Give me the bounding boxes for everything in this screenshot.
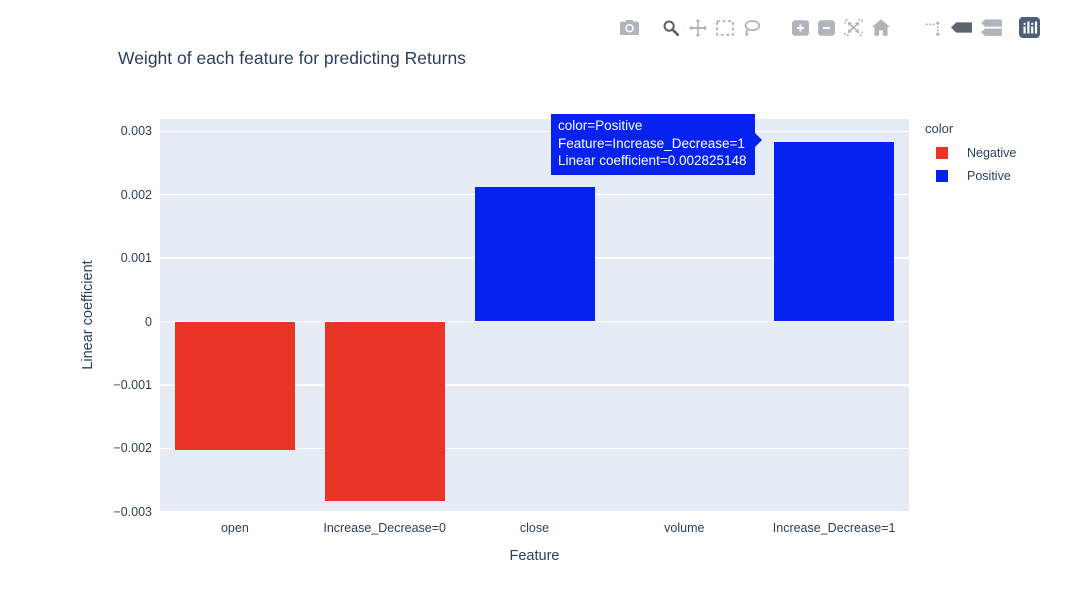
box-select-icon [715, 19, 734, 36]
x-tick-label-open: open [220, 521, 249, 535]
tooltip-caret-icon [753, 132, 762, 148]
modebar-group [920, 19, 1006, 37]
spikelines-icon [925, 19, 942, 37]
bar-open[interactable] [174, 321, 295, 451]
toggle-spikelines-button[interactable] [925, 19, 942, 37]
hover-tooltip: color=Positive Feature=Increase_Decrease=… [551, 114, 762, 175]
y-tick-label: 0 [145, 314, 152, 329]
legend-swatch-icon [936, 170, 948, 182]
y-tick-label: 0.002 [120, 187, 152, 202]
legend-item-positive[interactable]: Positive [925, 169, 1016, 183]
legend: color Negative Positive [925, 121, 1016, 192]
tooltip-line: Linear coefficient=0.002825148 [558, 153, 747, 168]
pan-arrows-icon [688, 18, 707, 37]
box-select-button[interactable] [715, 19, 734, 36]
x-tick-label-increase-decrease-0: Increase_Decrease=0 [323, 521, 447, 535]
reset-axes-button[interactable] [871, 19, 890, 36]
y-tick-label: −0.001 [113, 377, 152, 392]
plotly-modebar [615, 17, 1044, 38]
download-plot-button[interactable] [619, 19, 639, 36]
magnifier-icon [662, 19, 680, 37]
legend-title: color [925, 121, 954, 136]
lasso-icon [743, 19, 761, 37]
x-tick-label-close: close [519, 521, 550, 535]
y-tick-label: 0.003 [120, 124, 152, 139]
home-icon [871, 19, 890, 36]
legend-item-label: Positive [967, 169, 1011, 183]
tooltip-line: color=Positive [558, 118, 643, 133]
bar-close[interactable] [474, 187, 595, 322]
gridline-y--0.002 [160, 447, 909, 450]
chart-title: Weight of each feature for predicting Re… [118, 48, 466, 68]
tooltip-line: Feature=Increase_Decrease=1 [558, 135, 745, 151]
zoom-in-icon [791, 19, 809, 36]
hover-compare-button[interactable] [980, 19, 1002, 36]
zoom-in-button[interactable] [791, 19, 809, 36]
plotly-logo-button[interactable] [1018, 17, 1040, 38]
plot-area[interactable] [160, 119, 909, 511]
modebar-group [787, 19, 894, 36]
zoom-button[interactable] [662, 19, 680, 37]
bar-increase-decrease-0[interactable] [324, 321, 445, 501]
x-tick-label-increase-decrease-1: Increase_Decrease=1 [772, 521, 896, 535]
legend-item-label: Negative [967, 146, 1017, 160]
modebar-group [657, 18, 765, 37]
y-tick-label: −0.002 [113, 441, 152, 456]
gridline-y-0 [160, 320, 909, 323]
x-axis-title: Feature [509, 548, 560, 564]
hover-compare-icon [980, 19, 1002, 36]
camera-icon [619, 19, 639, 36]
lasso-select-button[interactable] [743, 19, 761, 37]
pan-button[interactable] [688, 18, 707, 37]
autoscale-icon [843, 19, 863, 36]
modebar-group [1014, 17, 1044, 38]
gridline-y--0.001 [160, 384, 909, 386]
legend-swatch-icon [936, 147, 948, 159]
gridline-y-0.003 [160, 130, 909, 133]
y-tick-label: −0.003 [113, 504, 152, 519]
zoom-out-button[interactable] [817, 19, 835, 36]
hover-closest-button[interactable] [950, 21, 972, 34]
x-tick-label-volume: volume [664, 521, 705, 535]
bar-increase-decrease-1[interactable] [774, 142, 895, 322]
y-tick-label: 0.001 [120, 251, 152, 266]
zoom-out-icon [817, 19, 835, 36]
autoscale-button[interactable] [843, 19, 863, 36]
modebar-group [615, 19, 643, 36]
plotly-logo-icon [1018, 17, 1040, 38]
hover-closest-icon [950, 21, 972, 34]
legend-item-negative[interactable]: Negative [925, 146, 1016, 160]
